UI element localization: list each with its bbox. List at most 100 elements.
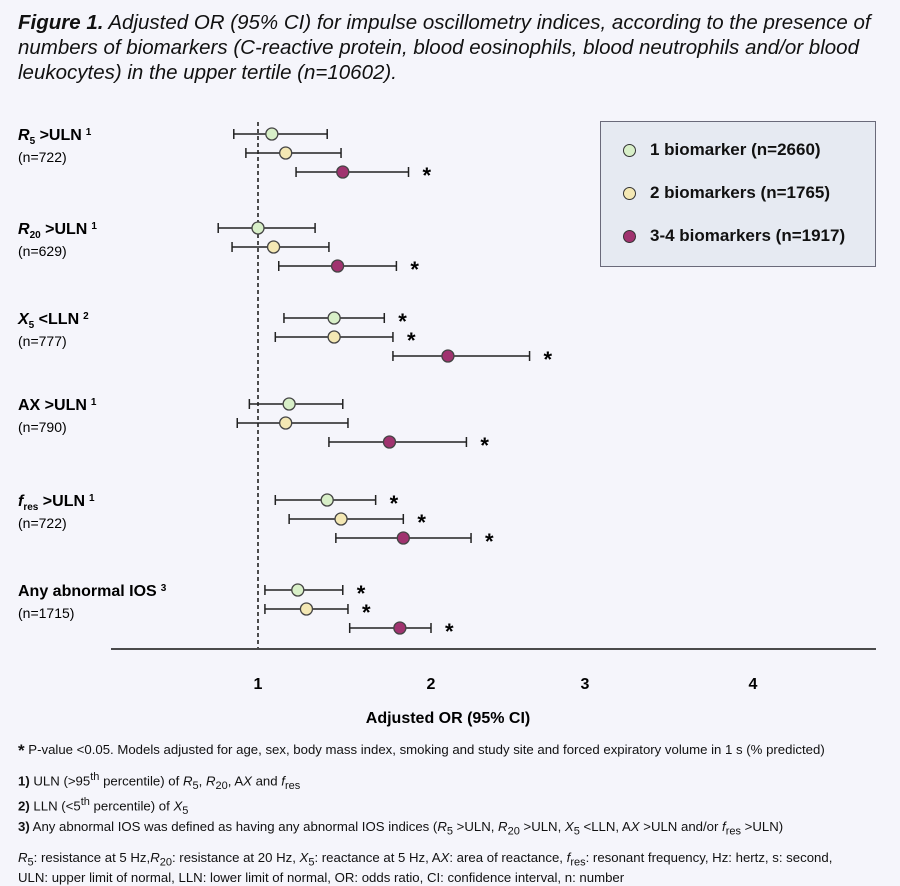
footnote-1-symbol: X xyxy=(243,773,252,789)
footnote-2-symbol: X xyxy=(173,798,183,814)
footnote-1-sub: 5 xyxy=(192,780,199,793)
group-label-sup: 1 xyxy=(91,221,97,232)
legend: 1 biomarker (n=2660) 2 biomarkers (n=176… xyxy=(600,121,876,267)
abbr-symbol: f xyxy=(566,849,571,865)
group-label-text: >ULN xyxy=(41,221,88,238)
or-point xyxy=(334,512,348,526)
abbr-symbol: R xyxy=(18,849,28,865)
group-n: (n=722) xyxy=(18,149,67,165)
x-tick-label: 1 xyxy=(254,676,263,693)
group-label-sup: 1 xyxy=(89,493,95,504)
group-label: fres >ULN 1 xyxy=(18,493,95,513)
or-point xyxy=(327,330,341,344)
or-point xyxy=(320,493,334,507)
footnote-3-sub: 5 xyxy=(446,825,453,838)
footnote-3-sub: 5 xyxy=(573,825,580,838)
footnote-3: 3) Any abnormal IOS was defined as havin… xyxy=(18,819,888,840)
or-point xyxy=(291,583,305,597)
or-point xyxy=(441,349,455,363)
abbr-text: : resistance at 5 Hz, xyxy=(33,849,151,865)
group-label-symbol: R xyxy=(18,127,30,144)
footnote-1-sub: res xyxy=(284,780,301,793)
group-label: R20 >ULN 1 xyxy=(18,221,97,241)
footnote-2-text: LLN (<5 xyxy=(29,798,81,814)
footnote-1-number: 1) xyxy=(18,773,30,789)
x-tick-label: 3 xyxy=(581,676,590,693)
significance-star: * xyxy=(390,491,399,516)
footnote-star: * xyxy=(18,741,25,760)
footnote-3-symbol: R xyxy=(498,819,508,835)
abbr-sub: 5 xyxy=(27,856,34,869)
footnote-2-sub: 5 xyxy=(182,805,189,818)
figure-title-label: Figure 1. xyxy=(18,11,104,34)
or-point xyxy=(251,221,265,235)
legend-label: 3-4 biomarkers (n=1917) xyxy=(650,226,846,245)
group-n: (n=722) xyxy=(18,515,67,531)
footnote-1-sub: 20 xyxy=(215,780,228,793)
footnote-1-symbol: R xyxy=(205,773,216,789)
group-label-sub: res xyxy=(23,502,38,513)
footnote-3-symbol: f xyxy=(722,819,726,835)
group-label: Any abnormal IOS 3 xyxy=(18,583,167,600)
group-label-sub: 5 xyxy=(29,320,35,331)
significance-star: * xyxy=(357,581,366,606)
or-point xyxy=(396,531,410,545)
abbr-text: : reactance at 5 Hz, A xyxy=(314,849,441,865)
footnote-1-text: , xyxy=(198,773,206,789)
abbr-text: : area of reactance, xyxy=(449,849,567,865)
or-point xyxy=(299,602,314,616)
figure-title: Figure 1. Adjusted OR (95% CI) for impul… xyxy=(18,10,888,85)
group-label-text: >ULN xyxy=(40,397,87,414)
abbr-sub: res xyxy=(570,856,586,869)
or-point xyxy=(282,397,296,411)
significance-star: * xyxy=(398,309,407,334)
legend-item-2: 2 biomarkers (n=1765) xyxy=(623,183,830,203)
group-label-text: <LLN xyxy=(34,311,79,328)
legend-marker-icon xyxy=(623,143,636,157)
group-n: (n=1715) xyxy=(18,605,74,621)
abbr-text: : resonant frequency, Hz: hertz, s: seco… xyxy=(585,849,833,865)
significance-star: * xyxy=(417,510,426,535)
footnote-1-text: ULN (>95 xyxy=(29,773,91,789)
or-point xyxy=(330,259,345,273)
footnote-1-text: , A xyxy=(227,773,244,789)
footnote-abbreviations-2: ULN: upper limit of normal, LLN: lower l… xyxy=(18,870,625,886)
footnote-abbreviations: R5: resistance at 5 Hz,R20: resistance a… xyxy=(18,850,888,871)
legend-marker-icon xyxy=(623,229,636,243)
or-point xyxy=(279,416,293,430)
significance-star: * xyxy=(544,347,553,372)
footnote-2-text: percentile) of xyxy=(89,798,174,814)
abbr-text: : resistance at 20 Hz, xyxy=(171,849,300,865)
figure-title-text: Adjusted OR (95% CI) for impulse oscillo… xyxy=(18,11,871,84)
abbr-symbol: X xyxy=(299,849,309,865)
significance-star: * xyxy=(407,328,416,353)
legend-label: 2 biomarkers (n=1765) xyxy=(650,183,831,202)
group-label-sup: 2 xyxy=(83,311,89,322)
abbr-symbol: R xyxy=(150,849,160,865)
group-n: (n=790) xyxy=(18,419,67,435)
significance-star: * xyxy=(485,529,494,554)
significance-star: * xyxy=(480,433,489,458)
footnote-1-symbol: R xyxy=(182,773,193,789)
legend-item-3: 3-4 biomarkers (n=1917) xyxy=(623,226,845,246)
footnote-3-symbol: X xyxy=(630,819,640,835)
footnote-3-text: >ULN) xyxy=(741,819,784,835)
footnote-2-sup: th xyxy=(80,796,90,809)
group-label: AX >ULN 1 xyxy=(18,397,97,414)
x-tick-label: 4 xyxy=(749,676,758,693)
group-label-sup: 1 xyxy=(91,397,97,408)
footnote-1-sup: th xyxy=(90,771,100,783)
footnote-3-symbol: X xyxy=(564,819,574,835)
group-label-symbol: Any abnormal IOS xyxy=(18,583,157,600)
footnote-pvalue-text: P-value <0.05. Models adjusted for age, … xyxy=(24,742,825,757)
group-label-sub: 20 xyxy=(30,230,42,241)
group-label-sup: 1 xyxy=(86,127,92,138)
footnote-3-sub: 20 xyxy=(507,825,520,838)
group-label-text: >ULN xyxy=(35,127,82,144)
or-point xyxy=(279,146,293,160)
or-point xyxy=(393,621,407,635)
footnote-1-text: percentile) of xyxy=(99,773,183,789)
group-n: (n=777) xyxy=(18,333,67,349)
or-point xyxy=(382,435,397,449)
